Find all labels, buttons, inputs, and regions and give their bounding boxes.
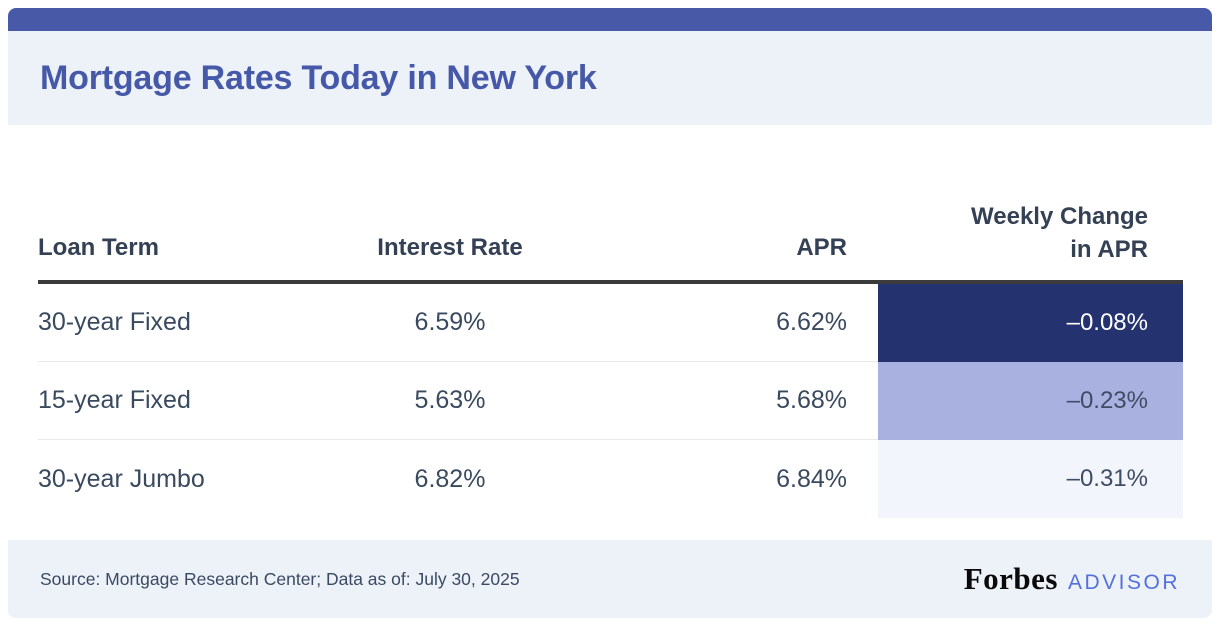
table-row: 30-year Fixed 6.59% 6.62% –0.08%	[38, 284, 1183, 362]
apr-value: 5.68%	[622, 362, 878, 440]
mortgage-rates-card: Mortgage Rates Today in New York Loan Te…	[8, 8, 1212, 618]
forbes-advisor-logo: Forbes ADVISOR	[964, 561, 1180, 597]
interest-rate-value: 6.59%	[278, 284, 622, 362]
interest-rate-value: 6.82%	[414, 464, 486, 493]
weekly-change-header-line2: in APR	[1070, 236, 1148, 263]
table-row: 30-year Jumbo 6.82% 6.84% –0.31%	[38, 440, 1183, 518]
loan-term-value: 30-year Jumbo	[38, 464, 205, 493]
loan-term-value: 15-year Fixed	[38, 362, 278, 440]
weekly-change-value: –0.08%	[878, 284, 1183, 362]
weekly-change-value: –0.23%	[878, 362, 1183, 440]
forbes-wordmark: Forbes	[963, 561, 1058, 596]
weekly-change-value: –0.31%	[878, 440, 1183, 518]
interest-rate-value: 5.63%	[278, 362, 622, 440]
apr-value: 6.84%	[776, 464, 847, 493]
advisor-wordmark: ADVISOR	[1067, 571, 1180, 594]
table-section: Loan Term Interest Rate APR Weekly Chang…	[8, 125, 1212, 540]
loan-term-value: 30-year Fixed	[38, 284, 278, 362]
accent-top-bar	[8, 8, 1212, 31]
title-band: Mortgage Rates Today in New York	[8, 31, 1212, 125]
column-header-weekly-change: Weekly Change in APR	[878, 200, 1183, 280]
table-row: 15-year Fixed 5.63% 5.68% –0.23%	[38, 362, 1183, 440]
table-header-row: Loan Term Interest Rate APR Weekly Chang…	[38, 125, 1183, 284]
column-header-loan-term: Loan Term	[38, 234, 159, 261]
apr-value: 6.62%	[622, 284, 878, 362]
column-header-apr: APR	[796, 234, 847, 261]
column-header-interest-rate: Interest Rate	[377, 234, 523, 261]
source-attribution: Source: Mortgage Research Center; Data a…	[40, 568, 520, 589]
mortgage-rates-table: Loan Term Interest Rate APR Weekly Chang…	[38, 125, 1183, 518]
weekly-change-header-line1: Weekly Change	[971, 203, 1148, 230]
page-title: Mortgage Rates Today in New York	[40, 58, 597, 97]
footer-band: Source: Mortgage Research Center; Data a…	[8, 540, 1212, 618]
